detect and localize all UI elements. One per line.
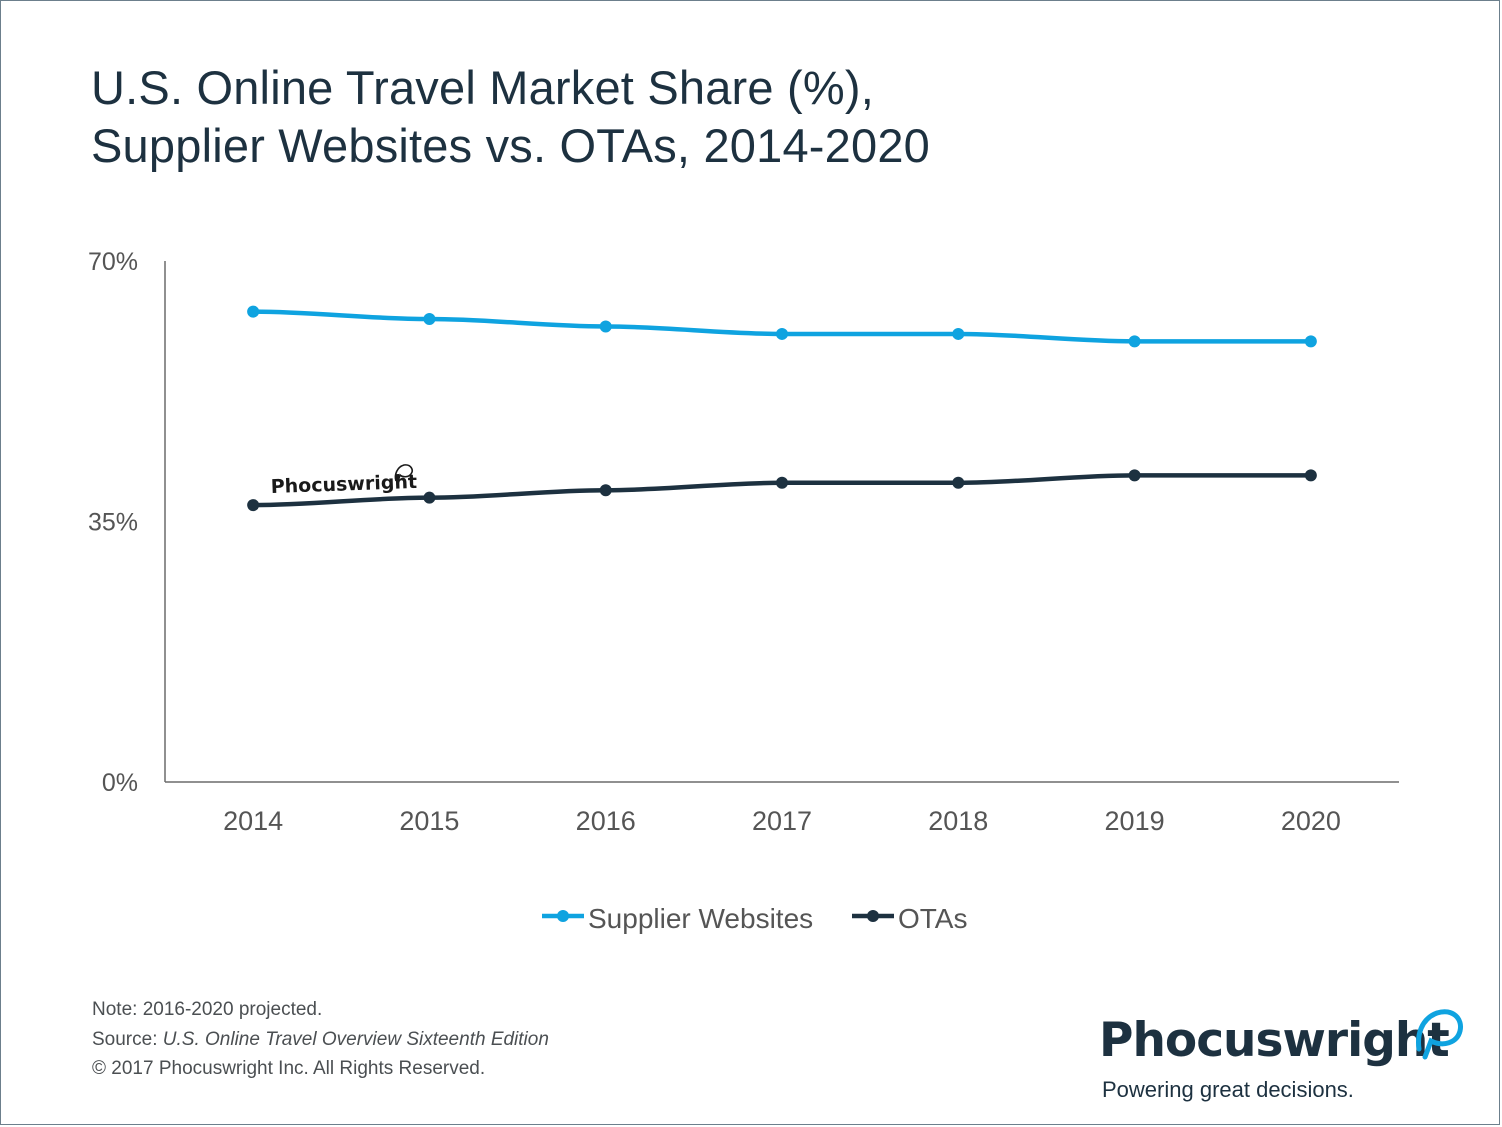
source-text: Source: U.S. Online Travel Overview Sixt… bbox=[92, 1025, 549, 1055]
y-axis-ticks: 0% 35% 70% bbox=[88, 248, 138, 797]
data-point bbox=[1128, 469, 1141, 482]
footnotes: Note: 2016-2020 projected. Source: U.S. … bbox=[92, 995, 549, 1084]
chart-watermark: Phocuswright bbox=[270, 464, 417, 498]
chart-legend: Supplier Websites OTAs bbox=[542, 903, 967, 934]
title-line-1: U.S. Online Travel Market Share (%), bbox=[91, 61, 874, 114]
x-tick-label: 2019 bbox=[1105, 806, 1165, 836]
data-point bbox=[952, 327, 965, 340]
data-point bbox=[247, 305, 260, 318]
legend-label: Supplier Websites bbox=[588, 903, 813, 934]
note-text: Note: 2016-2020 projected. bbox=[92, 999, 323, 1020]
logo-wordmark: Phocuswright bbox=[1099, 1013, 1450, 1068]
x-tick-label: 2017 bbox=[752, 806, 812, 836]
data-point bbox=[776, 327, 788, 340]
y-tick-label: 35% bbox=[88, 509, 138, 537]
chart-title: U.S. Online Travel Market Share (%), Sup… bbox=[91, 59, 1291, 175]
x-tick-label: 2016 bbox=[576, 806, 636, 836]
chart-axes bbox=[164, 261, 1399, 783]
source-prefix: Source: bbox=[92, 1028, 163, 1050]
x-axis-ticks: 2014 2015 2016 2017 2018 2019 2020 bbox=[223, 806, 1341, 836]
data-point bbox=[599, 484, 612, 497]
data-point bbox=[599, 320, 612, 333]
watermark-bubble-icon bbox=[394, 464, 413, 486]
y-tick-label: 0% bbox=[102, 769, 138, 797]
x-tick-label: 2015 bbox=[399, 806, 459, 836]
data-point bbox=[423, 491, 436, 504]
line-chart: 0% 35% 70% 2014 2015 2016 2017 2018 2019 2020 Ph… bbox=[88, 248, 1399, 934]
y-tick-label: 70% bbox=[88, 248, 138, 276]
data-point bbox=[423, 313, 436, 326]
speech-bubble-icon bbox=[1416, 1009, 1464, 1060]
legend-label: OTAs bbox=[898, 903, 967, 934]
x-tick-label: 2018 bbox=[928, 806, 988, 836]
legend-swatch-dot bbox=[867, 910, 879, 922]
source-title: U.S. Online Travel Overview Sixteenth Ed… bbox=[162, 1028, 549, 1050]
data-point bbox=[1304, 335, 1317, 348]
data-point bbox=[247, 499, 260, 512]
logo-tagline: Powering great decisions. bbox=[1102, 1077, 1354, 1102]
data-point bbox=[952, 476, 965, 489]
chart-series bbox=[247, 305, 1317, 512]
x-tick-label: 2020 bbox=[1281, 806, 1341, 836]
watermark-text: Phocuswright bbox=[270, 471, 417, 498]
x-tick-label: 2014 bbox=[223, 806, 283, 836]
data-point bbox=[776, 476, 788, 489]
data-point bbox=[1128, 335, 1141, 348]
copyright-text: © 2017 Phocuswright Inc. All Rights Rese… bbox=[92, 1058, 486, 1079]
data-point bbox=[1304, 469, 1317, 482]
title-line-2: Supplier Websites vs. OTAs, 2014-2020 bbox=[91, 119, 931, 172]
legend-swatch-dot bbox=[557, 910, 569, 922]
phocuswright-logo: Phocuswright Powering great decisions. bbox=[1099, 1003, 1479, 1113]
